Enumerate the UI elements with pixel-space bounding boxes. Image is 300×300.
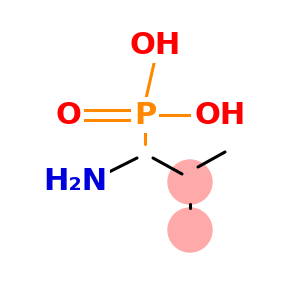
Text: OH: OH <box>129 31 181 59</box>
Text: O: O <box>55 100 81 130</box>
Text: P: P <box>134 100 156 130</box>
Circle shape <box>168 160 212 204</box>
Circle shape <box>168 208 212 252</box>
Text: OH: OH <box>194 100 246 130</box>
Text: H₂N: H₂N <box>43 167 107 196</box>
